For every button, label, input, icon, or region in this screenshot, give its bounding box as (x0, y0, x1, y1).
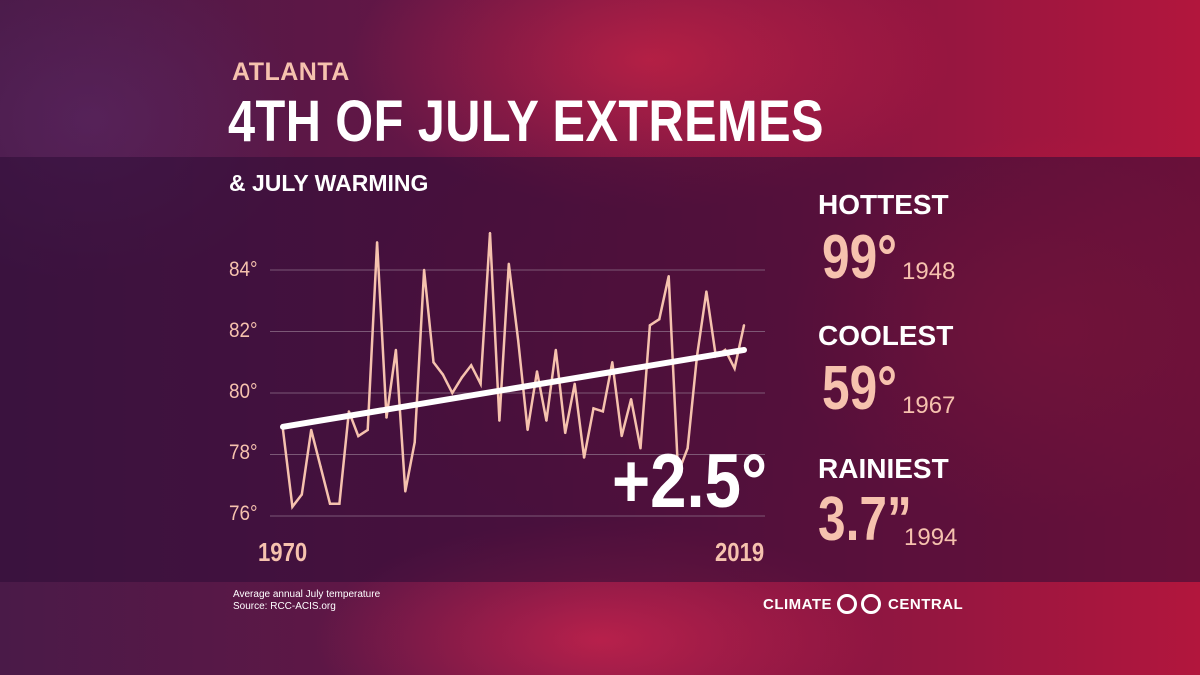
data-point-1985 (422, 268, 426, 272)
data-point-2011 (667, 274, 670, 278)
logo-rings-icon (837, 593, 883, 615)
data-point-2002 (582, 456, 586, 459)
data-point-1988 (451, 391, 454, 395)
data-point-1992 (488, 231, 492, 235)
coolest-label: COOLEST (818, 320, 954, 351)
data-point-1972 (300, 493, 304, 496)
data-point-2013 (686, 447, 689, 450)
city-label: ATLANTA (232, 58, 350, 86)
data-point-1997 (535, 370, 539, 373)
rainiest-value: 3.7” (818, 485, 912, 554)
y-tick-label-78: 78° (229, 441, 258, 464)
data-point-1974 (319, 465, 322, 468)
data-point-1993 (498, 419, 501, 422)
hottest-label: HOTTEST (818, 189, 949, 220)
data-point-2015 (705, 290, 708, 293)
y-tick-label-82: 82° (229, 319, 258, 342)
logo-text-right: CENTRAL (888, 595, 964, 613)
hottest-value: 99° (822, 223, 898, 292)
data-point-1982 (394, 348, 398, 352)
data-point-1980 (375, 241, 379, 244)
trend-change-label: +2.5° (612, 439, 768, 524)
data-point-2007 (629, 397, 633, 401)
data-point-1989 (460, 376, 463, 379)
data-point-1999 (554, 348, 558, 352)
data-point-1981 (385, 416, 388, 419)
trend-line (280, 346, 747, 430)
climate-central-logo: CLIMATE CENTRAL (763, 594, 963, 614)
source-note: Source: RCC-ACIS.org (233, 601, 336, 612)
data-point-2008 (639, 447, 642, 450)
data-point-2004 (601, 410, 605, 413)
y-tick-label-84: 84° (229, 258, 258, 281)
coolest-year: 1967 (902, 392, 956, 419)
rainiest-year: 1994 (904, 524, 958, 551)
data-point-2009 (648, 324, 652, 327)
data-point-2018 (733, 367, 736, 370)
data-point-2012 (676, 471, 680, 475)
data-point-1990 (469, 364, 473, 367)
data-point-1996 (526, 428, 529, 432)
data-point-1971 (291, 505, 294, 508)
data-point-1976 (338, 502, 341, 505)
july-temperature-line (281, 233, 746, 510)
data-point-1978 (357, 434, 360, 438)
coolest-value: 59° (822, 354, 898, 423)
data-point-1979 (366, 428, 369, 432)
data-point-1975 (328, 502, 332, 505)
data-point-1973 (310, 428, 313, 432)
data-point-1983 (404, 490, 407, 493)
x-tick-label-end: 2019 (715, 537, 765, 567)
logo-text-left: CLIMATE (763, 595, 833, 613)
data-point-1995 (517, 339, 520, 342)
data-point-2003 (592, 407, 595, 410)
page-title: 4TH OF JULY EXTREMES (228, 89, 824, 154)
data-point-2005 (611, 361, 614, 364)
data-point-1994 (507, 262, 510, 266)
y-tick-label-76: 76° (229, 502, 258, 525)
page-subtitle: & JULY WARMING (229, 170, 429, 196)
rainiest-label: RAINIEST (818, 453, 949, 484)
data-point-1986 (432, 361, 435, 364)
data-point-2006 (620, 434, 623, 438)
data-point-1984 (413, 441, 416, 444)
data-point-2001 (573, 382, 576, 385)
content-band (0, 157, 1200, 582)
data-point-1987 (441, 373, 445, 376)
data-point-2019 (742, 324, 746, 327)
data-point-1991 (479, 382, 482, 385)
hottest-year: 1948 (902, 258, 956, 285)
x-tick-label-start: 1970 (258, 537, 308, 567)
chart-note: Average annual July temperature (233, 589, 381, 600)
y-tick-label-80: 80° (229, 380, 258, 403)
data-point-2000 (564, 431, 567, 435)
data-point-2010 (658, 318, 661, 321)
data-point-1998 (545, 419, 548, 422)
data-point-1977 (347, 410, 351, 413)
